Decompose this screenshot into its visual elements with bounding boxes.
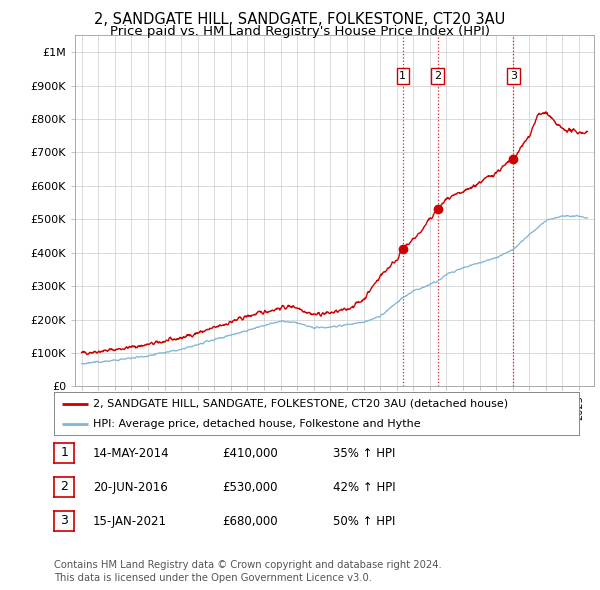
Text: Price paid vs. HM Land Registry's House Price Index (HPI): Price paid vs. HM Land Registry's House … bbox=[110, 25, 490, 38]
Text: 2: 2 bbox=[434, 71, 441, 81]
Text: 2, SANDGATE HILL, SANDGATE, FOLKESTONE, CT20 3AU: 2, SANDGATE HILL, SANDGATE, FOLKESTONE, … bbox=[94, 12, 506, 27]
Text: 14-MAY-2014: 14-MAY-2014 bbox=[93, 447, 170, 460]
Text: 2: 2 bbox=[60, 480, 68, 493]
Text: 1: 1 bbox=[400, 71, 406, 81]
Text: 2, SANDGATE HILL, SANDGATE, FOLKESTONE, CT20 3AU (detached house): 2, SANDGATE HILL, SANDGATE, FOLKESTONE, … bbox=[94, 399, 509, 409]
Text: 35% ↑ HPI: 35% ↑ HPI bbox=[333, 447, 395, 460]
Text: 1: 1 bbox=[60, 446, 68, 459]
Text: 15-JAN-2021: 15-JAN-2021 bbox=[93, 515, 167, 528]
Text: £410,000: £410,000 bbox=[222, 447, 278, 460]
Text: 3: 3 bbox=[510, 71, 517, 81]
Text: £680,000: £680,000 bbox=[222, 515, 278, 528]
Text: 42% ↑ HPI: 42% ↑ HPI bbox=[333, 481, 395, 494]
Text: £530,000: £530,000 bbox=[222, 481, 277, 494]
Text: Contains HM Land Registry data © Crown copyright and database right 2024.
This d: Contains HM Land Registry data © Crown c… bbox=[54, 560, 442, 583]
Text: 3: 3 bbox=[60, 514, 68, 527]
Text: 50% ↑ HPI: 50% ↑ HPI bbox=[333, 515, 395, 528]
Text: 20-JUN-2016: 20-JUN-2016 bbox=[93, 481, 168, 494]
Text: HPI: Average price, detached house, Folkestone and Hythe: HPI: Average price, detached house, Folk… bbox=[94, 419, 421, 429]
